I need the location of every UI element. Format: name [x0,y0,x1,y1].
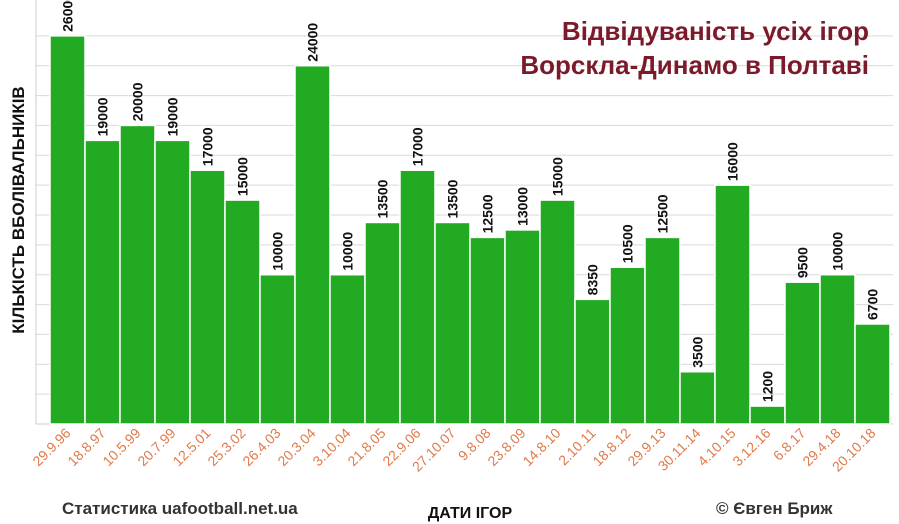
bar [504,229,541,425]
x-tick-label: 20.3.04 [274,425,318,469]
bar [399,169,436,425]
bar [469,236,506,425]
x-tick-label: 3.10.04 [309,425,353,469]
bar-value-label: 3500 [690,336,706,367]
chart-title-line-2: Ворскла-Динамо в Полтаві [520,50,869,80]
bar [224,199,261,425]
bar [784,281,821,425]
bar [854,323,891,425]
x-tick-label: 21.8.05 [344,425,388,469]
bar-value-label: 16000 [725,142,741,181]
x-tick-label: 18.8.12 [589,425,633,469]
x-tick-label: 20.7.99 [134,425,178,469]
bar [749,405,786,425]
bar [189,169,226,425]
bar-value-label: 12500 [655,194,671,233]
bar-value-label: 8350 [585,264,601,295]
y-axis-label: КІЛЬКІСТЬ ВБОЛІВАЛЬНИКІВ [9,86,28,333]
chart-title-line-1: Відвідуваність усіх ігор [562,16,869,46]
bar-value-label: 1200 [760,371,776,402]
bar [434,221,471,425]
x-axis-label: ДАТИ ІГОР [428,505,513,522]
bar-value-label: 19000 [95,97,111,136]
x-tick-label: 12.5.01 [169,425,213,469]
x-tick-label: 26.4.03 [239,425,283,469]
bar [574,298,611,425]
bar [154,139,191,425]
bar [714,184,751,425]
bar [539,199,576,425]
bar-value-label: 26000 [60,0,76,32]
author-credit: © Євген Бриж [716,499,833,518]
bar-value-label: 9500 [795,247,811,278]
bar [294,64,331,425]
bar-value-label: 20000 [130,82,146,121]
bar-value-label: 15000 [235,157,251,196]
bar [679,371,716,425]
bar-value-label: 13000 [515,187,531,226]
x-tick-label: 3.12.16 [729,425,773,469]
bar-value-label: 10000 [830,232,846,271]
bars-group [49,35,891,425]
bar-value-label: 12500 [480,194,496,233]
bar [609,266,646,425]
bar-value-label: 10000 [270,232,286,271]
bar [364,221,401,425]
bar [119,124,156,425]
x-tick-labels-group: 29.9.9618.8.9710.5.9920.7.9912.5.0125.3.… [29,425,878,475]
x-tick-label: 14.8.10 [519,425,563,469]
bar-value-label: 13500 [375,179,391,218]
x-tick-label: 4.10.15 [694,425,738,469]
bar [329,273,366,425]
bar-value-label: 6700 [865,289,881,320]
bar [259,273,296,425]
value-labels-group: 26000 19000 20000 19000 17000 15000 10000 24000… [60,0,881,402]
bar-value-label: 24000 [305,23,321,62]
bar-value-label: 10000 [340,232,356,271]
x-tick-label: 23.8.09 [484,425,528,469]
bar [84,139,121,425]
bar-value-label: 19000 [165,97,181,136]
bar-value-label: 13500 [445,179,461,218]
bar-value-label: 17000 [200,127,216,166]
x-tick-label: 10.5.99 [99,425,143,469]
bar-value-label: 10500 [620,224,636,263]
source-credit: Статистика uafootball.net.ua [62,499,298,518]
bar [49,35,86,425]
x-tick-label: 18.8.97 [64,425,108,469]
bar [644,236,681,425]
bar-value-label: 17000 [410,127,426,166]
x-tick-label: 25.3.02 [204,425,248,469]
bar [819,273,856,425]
x-tick-label: 29.9.96 [29,425,73,469]
bar-value-label: 15000 [550,157,566,196]
